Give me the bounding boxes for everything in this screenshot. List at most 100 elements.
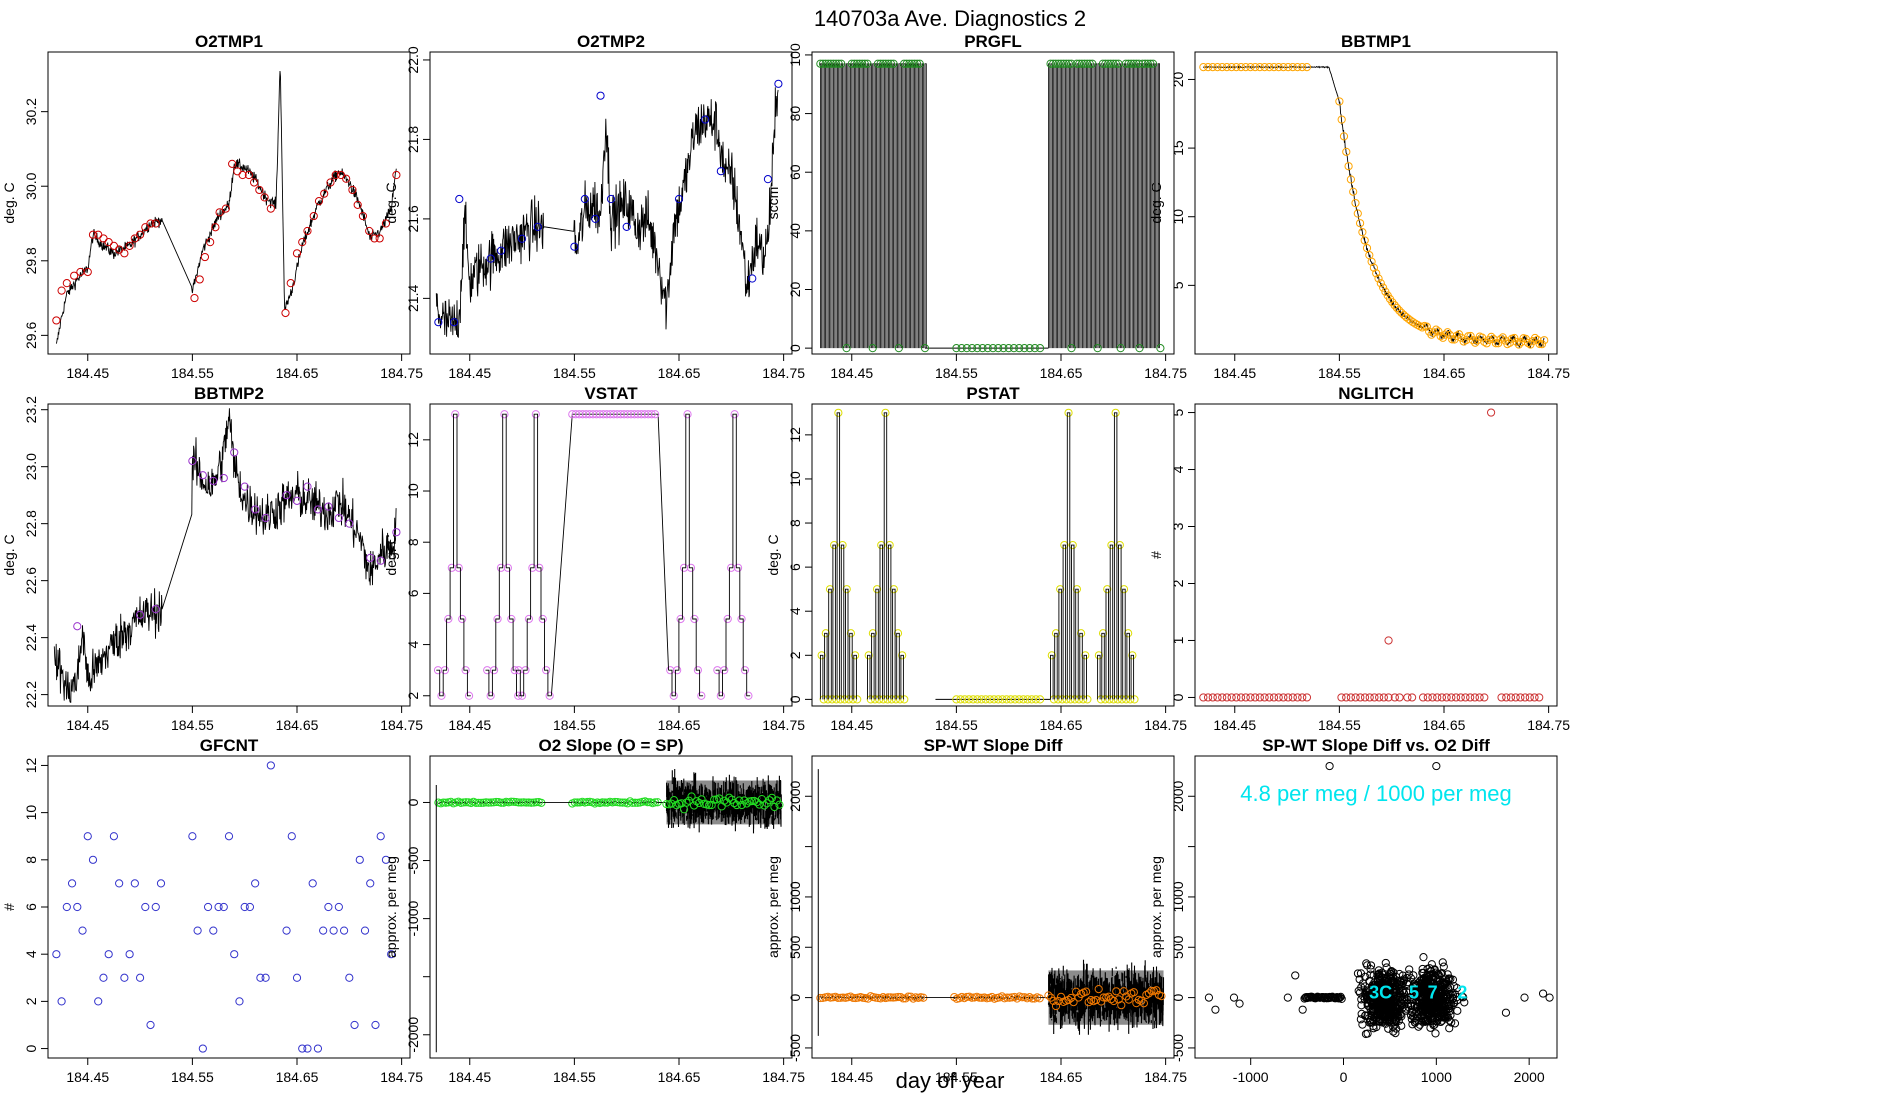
series-marker: [104, 950, 113, 959]
noisy-band: [666, 780, 782, 825]
series-marker: [1390, 1005, 1399, 1014]
series-marker: [1035, 695, 1045, 704]
x-tick-label: 184.65: [1040, 717, 1083, 733]
series-marker: [366, 879, 375, 888]
series-marker: [1126, 695, 1135, 704]
panel-gfcnt: GFCNT 184.45 184.55 184.65 184.75 0 2 4 6 8 10 12 #: [1, 736, 423, 1085]
series-marker: [705, 801, 714, 810]
series-marker: [913, 59, 922, 68]
series-marker: [689, 801, 699, 810]
series-marker: [863, 59, 872, 68]
y-tick-label: 22.0: [405, 46, 421, 73]
series-marker: [211, 223, 220, 232]
series-marker: [858, 59, 867, 68]
panel-frame: [1194, 755, 1558, 1059]
series-marker: [230, 448, 239, 457]
series-marker: [392, 528, 401, 537]
y-axis-label: sccm: [765, 187, 781, 220]
series-marker: [298, 1044, 307, 1053]
series-marker: [1255, 693, 1264, 702]
panel-frame: [429, 755, 793, 1059]
series-marker: [886, 59, 896, 68]
series-marker: [1438, 958, 1447, 967]
series-marker: [1269, 63, 1279, 72]
series-marker: [1199, 693, 1208, 702]
series-marker: [1420, 1013, 1429, 1022]
x-tick-label: 184.65: [1040, 365, 1083, 381]
series-marker: [1302, 63, 1312, 72]
series-marker: [440, 666, 450, 675]
series-marker: [830, 540, 839, 550]
series-marker: [1425, 964, 1434, 973]
series-marker: [1392, 1005, 1401, 1014]
series-marker: [1213, 693, 1222, 702]
series-marker: [245, 902, 255, 912]
series-marker: [503, 563, 512, 572]
series-marker: [837, 59, 846, 68]
series-marker: [266, 204, 275, 213]
series-marker: [1375, 693, 1384, 702]
series-marker: [846, 629, 856, 638]
series-marker: [532, 798, 541, 807]
series-marker: [1260, 63, 1269, 72]
series-marker: [135, 973, 145, 982]
series-marker: [744, 691, 753, 700]
series-marker: [1402, 312, 1411, 322]
series-marker: [1497, 693, 1506, 702]
series-marker: [1408, 318, 1418, 327]
x-tick-label: 184.45: [66, 365, 109, 381]
series-marker: [737, 800, 746, 810]
y-tick-label: 500: [1170, 935, 1186, 959]
series-marker: [1335, 993, 1344, 1002]
series-marker: [261, 973, 270, 982]
series-marker: [1227, 63, 1236, 72]
series-marker: [1366, 970, 1375, 979]
series-marker: [1372, 269, 1381, 278]
series-marker: [964, 695, 974, 704]
x-tick-label: 184.55: [935, 1069, 978, 1085]
plot-area: [53, 408, 401, 703]
y-tick-label: 22.2: [23, 681, 39, 708]
series-marker: [894, 344, 903, 353]
series-marker: [455, 194, 464, 204]
series-marker: [1006, 695, 1015, 704]
pulse-cycle: [1050, 412, 1087, 700]
series-marker: [230, 950, 239, 959]
y-axis-label: approx. per meg: [1148, 856, 1164, 958]
series-marker: [73, 902, 82, 912]
y-tick-label: 2: [1170, 579, 1186, 587]
series-marker: [1208, 693, 1217, 702]
series-marker: [1423, 693, 1432, 702]
series-marker: [1109, 996, 1118, 1006]
panel-title: GFCNT: [200, 736, 259, 755]
series-marker: [203, 902, 213, 912]
series-marker: [1362, 995, 1372, 1004]
x-tick-label: 184.75: [380, 1069, 423, 1085]
series-marker: [997, 992, 1007, 1001]
series-marker: [67, 879, 77, 888]
series-marker: [238, 170, 247, 180]
series-marker: [1362, 243, 1372, 253]
series-marker: [287, 832, 296, 841]
series-marker: [1369, 983, 1378, 992]
series-marker: [1452, 331, 1461, 340]
series-marker: [772, 796, 782, 805]
y-tick-label: 15: [1170, 140, 1186, 156]
series-marker: [1366, 961, 1376, 970]
series-marker: [748, 274, 757, 283]
series-marker: [461, 666, 470, 675]
series-marker: [1397, 1012, 1406, 1021]
series-marker: [99, 234, 108, 243]
series-marker: [821, 59, 830, 68]
series-marker: [1337, 994, 1346, 1004]
series-marker: [1442, 693, 1451, 702]
panel-frame: [811, 755, 1175, 1059]
series-marker: [1152, 986, 1161, 995]
series-marker: [1525, 693, 1534, 702]
series-marker: [88, 855, 98, 864]
series-marker: [1156, 344, 1165, 353]
y-axis-label: deg. C: [765, 534, 781, 575]
series-marker: [873, 59, 883, 68]
panel-title: BBTMP1: [1341, 32, 1411, 51]
series-marker: [62, 902, 71, 912]
